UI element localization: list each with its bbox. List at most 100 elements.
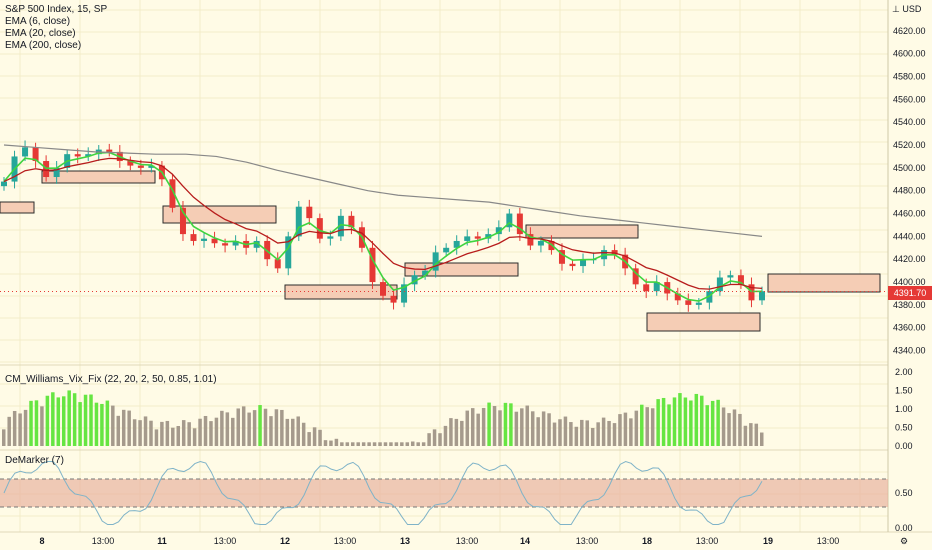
vix-bar <box>241 406 246 446</box>
price-tick-label: 4340.00 <box>893 346 926 356</box>
demarker-tick-label: 0.00 <box>895 523 913 533</box>
ema-6-line <box>3 151 763 302</box>
vix-bar <box>645 407 649 446</box>
vix-bar <box>760 432 764 446</box>
candle-body <box>211 238 218 244</box>
vix-bar <box>427 433 431 446</box>
price-tick-label: 4480.00 <box>893 186 926 196</box>
candle-body <box>685 300 692 305</box>
candle-body <box>432 252 439 271</box>
vix-bar <box>700 395 704 446</box>
vix-bar <box>520 408 524 446</box>
zone-box <box>767 273 881 293</box>
vix-bar <box>209 421 213 446</box>
candle-body <box>369 247 376 283</box>
vix-bar <box>727 413 731 446</box>
candle-body <box>390 295 397 303</box>
vix-bar <box>105 400 110 446</box>
vix-bar <box>56 397 61 446</box>
vix-bar <box>160 421 164 446</box>
vix-bar <box>138 420 142 446</box>
vix-bar <box>601 417 606 446</box>
candle-body <box>337 215 344 237</box>
candle-body <box>232 240 239 246</box>
time-tick-label: 19 <box>763 536 773 546</box>
vix-bar <box>89 394 93 446</box>
candle-body <box>643 284 650 292</box>
candle-body <box>506 213 513 228</box>
time-axis-gear-icon: ⚙ <box>900 536 908 546</box>
time-tick-label: 13:00 <box>456 536 479 546</box>
candle-body <box>348 215 355 228</box>
price-tick-label: 4560.00 <box>893 94 926 104</box>
candle-body <box>53 167 60 178</box>
candle-body <box>748 284 755 301</box>
vix-bar <box>312 427 317 446</box>
vix-bar <box>432 429 437 446</box>
vix-bar <box>378 442 382 446</box>
price-tick-label: 4600.00 <box>893 49 926 59</box>
candle-body <box>106 149 113 152</box>
vix-bar <box>236 408 240 446</box>
demarker-line <box>3 460 763 525</box>
vix-bar <box>481 407 486 446</box>
vix-bar <box>618 414 622 446</box>
vix-bar <box>574 426 579 446</box>
vix-bar <box>405 442 410 446</box>
vix-tick-label: 2.00 <box>895 367 913 377</box>
candle-body <box>327 236 334 239</box>
vix-bar <box>149 420 153 446</box>
vix-bar <box>634 410 639 446</box>
vix-bar <box>530 411 535 446</box>
vix-bar <box>285 418 290 446</box>
candle-body <box>127 161 134 166</box>
vix-bar <box>498 410 502 446</box>
vix-bar <box>689 400 693 446</box>
vix-bar <box>307 432 311 446</box>
vix-bar <box>394 442 399 446</box>
vix-bar <box>716 399 720 446</box>
price-tick-label: 4520.00 <box>893 140 926 150</box>
legend-ema-20: EMA (20, close) <box>5 28 76 39</box>
candle-body <box>495 227 502 235</box>
vix-bar <box>743 425 748 446</box>
vix-bar <box>421 442 426 446</box>
vix-bar <box>443 425 448 446</box>
candle-body <box>85 154 92 157</box>
vix-bar <box>45 395 50 446</box>
vix-bar <box>280 409 284 446</box>
candle-body <box>558 250 565 264</box>
vix-bar <box>465 410 470 446</box>
vix-bar <box>116 415 121 446</box>
currency-label: ⊥ USD <box>892 4 922 14</box>
vix-bar <box>127 410 131 446</box>
vix-bar <box>705 405 709 446</box>
vix-bar <box>514 411 519 446</box>
vix-bar <box>372 442 377 446</box>
vix-bar <box>329 440 333 446</box>
price-tick-label: 4360.00 <box>893 323 926 333</box>
vix-bar <box>301 422 306 446</box>
time-tick-label: 11 <box>157 536 167 546</box>
zone-box <box>41 170 156 184</box>
price-tick-label: 4420.00 <box>893 254 926 264</box>
price-tick-label: 4500.00 <box>893 163 926 173</box>
candle-body <box>485 234 492 239</box>
candle-body <box>22 147 29 157</box>
candle-body <box>569 263 576 267</box>
demarker-tick-label: 0.50 <box>895 488 913 498</box>
vix-bar <box>569 422 573 446</box>
candle-body <box>474 236 481 239</box>
ema-20-line <box>3 157 763 290</box>
vix-bar <box>340 442 344 446</box>
vix-bar <box>231 417 235 446</box>
vix-bar <box>258 405 262 446</box>
candle-body <box>674 293 681 301</box>
vix-bar <box>203 415 208 446</box>
vix-bar <box>187 422 191 446</box>
vix-bar <box>171 427 175 446</box>
candle-body <box>169 179 176 208</box>
vix-bar <box>623 412 628 446</box>
vix-bar <box>629 418 633 446</box>
